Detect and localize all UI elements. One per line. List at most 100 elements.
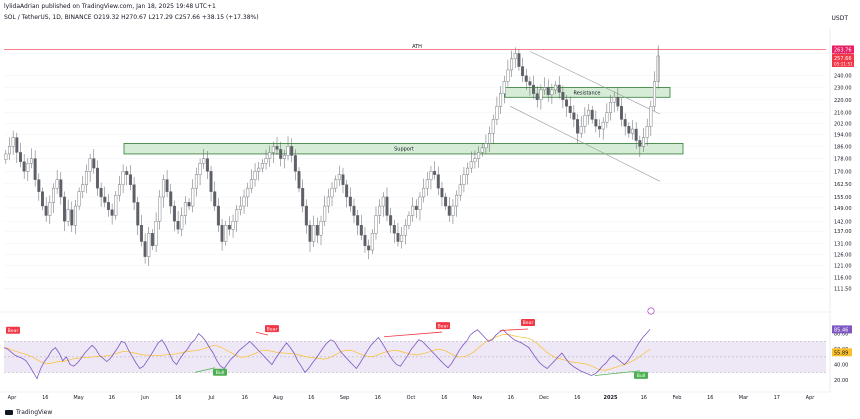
- candle-down: [392, 224, 396, 234]
- candle-down: [70, 209, 74, 226]
- candle-up: [473, 158, 477, 162]
- tradingview-mark-icon: [5, 410, 13, 415]
- candle-down: [301, 187, 305, 207]
- candle-up: [268, 152, 272, 159]
- candle-down: [356, 215, 360, 226]
- candle-up: [370, 233, 374, 251]
- currency-label: USDT: [831, 15, 849, 22]
- price-tick-label: 162.50: [834, 182, 852, 188]
- candle-up: [337, 174, 341, 180]
- last-price-badge: [832, 53, 854, 67]
- zone-label-support: Support: [394, 147, 414, 153]
- price-tick-label: 111.50: [834, 286, 852, 292]
- candle-down: [172, 205, 176, 222]
- candle-down: [352, 205, 356, 216]
- candle-up: [403, 224, 407, 236]
- time-tick-label: Jul: [207, 395, 214, 401]
- candle-up: [466, 167, 470, 175]
- candle-up: [451, 205, 455, 216]
- candle-down: [598, 126, 602, 130]
- time-tick-label: 16: [574, 395, 580, 401]
- candle-down: [92, 158, 96, 169]
- candle-up: [502, 81, 506, 94]
- candle-down: [15, 137, 19, 153]
- rsi-band: [4, 341, 826, 373]
- candle-up: [231, 221, 235, 230]
- time-tick-label: 16: [109, 395, 115, 401]
- candle-down: [638, 140, 642, 147]
- candle-up: [550, 89, 554, 96]
- candle-down: [106, 202, 110, 210]
- time-tick-label: Apr: [8, 395, 18, 401]
- candle-up: [554, 84, 558, 91]
- rsi-tick-label: 80.00: [834, 332, 848, 338]
- candle-up: [88, 158, 92, 172]
- candle-down: [165, 179, 169, 192]
- candle-down: [623, 119, 627, 127]
- time-tick-label: 16: [242, 395, 248, 401]
- candle-up: [400, 235, 404, 242]
- candle-down: [297, 171, 301, 189]
- ath-badge: [832, 45, 854, 54]
- candle-down: [103, 196, 107, 203]
- candle-down: [176, 221, 180, 230]
- candle-up: [631, 128, 634, 134]
- price-tick-label: 131.00: [834, 242, 852, 248]
- candle-up: [480, 147, 484, 153]
- time-tick-label: Sep: [340, 395, 349, 401]
- candle-up: [330, 187, 334, 198]
- candle-up: [642, 137, 645, 147]
- candle-down: [436, 174, 440, 189]
- divergence-line: [194, 367, 216, 373]
- time-tick-label: Apr: [806, 395, 816, 401]
- rsi-tick-label: 20.00: [834, 378, 848, 384]
- candle-up: [418, 196, 422, 210]
- divergence-label: Bull: [637, 373, 646, 379]
- candle-up: [506, 69, 510, 82]
- candle-up: [114, 194, 118, 216]
- ath-label: ATH: [412, 44, 422, 50]
- time-tick-label: 2025: [604, 395, 618, 401]
- price-tick-label: 142.00: [834, 219, 852, 225]
- price-tick-label: 240.00: [834, 74, 852, 80]
- zone-label-resistance: Resistance: [574, 90, 601, 96]
- candle-up: [224, 224, 228, 242]
- time-tick-label: 16: [707, 395, 713, 401]
- candle-up: [235, 209, 239, 222]
- candle-up: [422, 187, 426, 198]
- candle-down: [568, 105, 572, 113]
- candle-down: [99, 187, 103, 198]
- rsi-lower-label: 55.89: [834, 350, 848, 356]
- candle-down: [293, 155, 297, 172]
- candle-down: [209, 171, 213, 192]
- candle-down: [315, 224, 319, 236]
- candle-up: [579, 126, 583, 134]
- candle-up: [462, 174, 466, 185]
- ath-value-label: 263.76: [834, 47, 852, 53]
- candle-up: [649, 105, 653, 127]
- candle-down: [524, 75, 528, 82]
- candle-down: [308, 224, 312, 242]
- candle-down: [341, 174, 345, 185]
- candle-up: [407, 215, 411, 226]
- candle-down: [22, 161, 26, 172]
- channel-lower: [509, 105, 661, 182]
- candle-up: [605, 112, 609, 123]
- rsi-panel: Bear Bull Bear Bear Bear Bull: [0, 307, 830, 380]
- candle-up: [180, 215, 184, 230]
- candle-up: [183, 202, 187, 216]
- divergence-label: Bear: [523, 320, 534, 326]
- candle-up: [81, 184, 85, 192]
- divergence-badge: [265, 325, 279, 333]
- time-tick-label: Dec: [539, 395, 549, 401]
- candle-up: [202, 158, 206, 164]
- candle-up: [583, 115, 587, 127]
- candle-up: [117, 184, 121, 196]
- candle-up: [425, 179, 429, 189]
- candle-down: [169, 191, 173, 207]
- countdown-label: 05:11:51: [834, 61, 853, 66]
- candle-down: [279, 149, 283, 159]
- candle-up: [282, 155, 286, 159]
